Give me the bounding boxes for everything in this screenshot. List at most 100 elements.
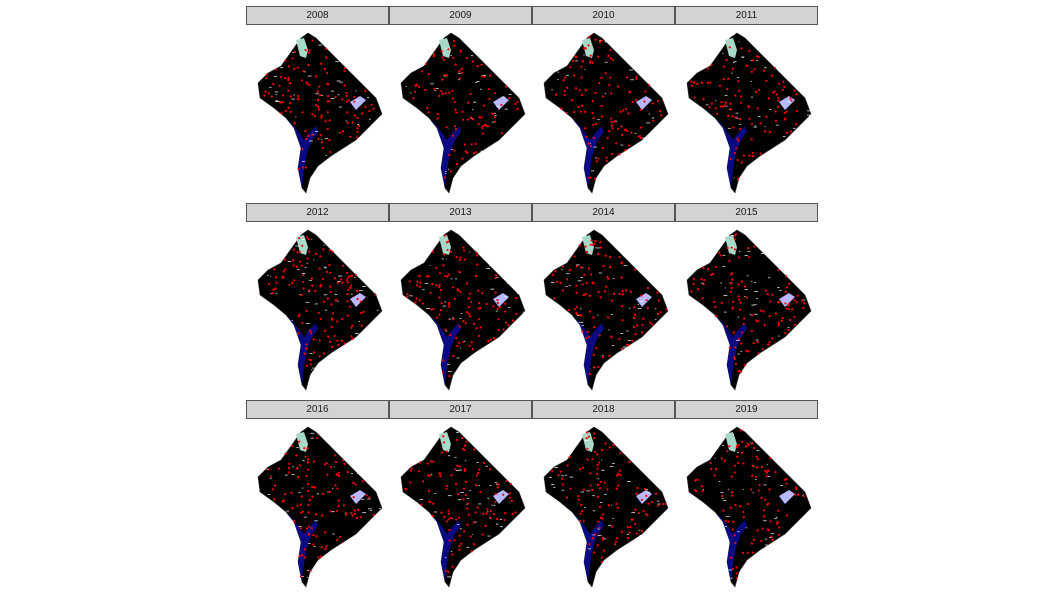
street-segment: [586, 47, 589, 49]
incident-point: [800, 299, 804, 302]
incident-point: [583, 273, 586, 276]
incident-point: [317, 556, 320, 559]
incident-point: [656, 312, 660, 316]
incident-point: [747, 247, 750, 250]
incident-point: [733, 534, 736, 537]
incident-point: [575, 265, 579, 268]
incident-point: [338, 131, 341, 134]
incident-point: [730, 272, 734, 275]
incident-point: [299, 575, 302, 578]
incident-point: [419, 461, 422, 464]
incident-point: [621, 347, 625, 350]
incident-point: [284, 77, 287, 80]
incident-point: [448, 91, 451, 94]
incident-point: [591, 457, 594, 461]
federal-land-area: [350, 490, 366, 504]
incident-point: [467, 312, 471, 315]
incident-point: [455, 255, 458, 259]
incident-point: [319, 134, 322, 137]
incident-point: [274, 276, 278, 279]
street-segment: [737, 316, 739, 318]
incident-point: [320, 514, 324, 517]
incident-point: [458, 341, 461, 345]
incident-point: [301, 510, 305, 513]
incident-point: [467, 297, 470, 300]
street-segment: [593, 146, 597, 148]
incident-point: [752, 538, 755, 542]
incident-point: [593, 437, 596, 440]
incident-point: [702, 267, 705, 270]
street-segment: [494, 482, 498, 484]
street-segment: [619, 153, 623, 155]
incident-point: [451, 565, 454, 568]
incident-point: [303, 352, 306, 355]
incident-point: [763, 323, 766, 327]
street-segment: [448, 318, 452, 320]
incident-point: [753, 245, 756, 248]
street-segment: [308, 543, 311, 544]
incident-point: [456, 344, 459, 348]
street-segment: [597, 528, 600, 530]
street-segment: [450, 55, 453, 57]
incident-point: [750, 70, 753, 73]
incident-point: [734, 346, 737, 349]
street-segment: [622, 346, 627, 348]
incident-point: [730, 246, 733, 249]
incident-point: [696, 478, 699, 481]
river: [286, 512, 318, 582]
street-segment: [623, 264, 628, 266]
street-segment: [466, 498, 470, 499]
incident-point: [591, 61, 594, 64]
street-segment: [604, 93, 607, 94]
incident-point: [438, 313, 441, 316]
incident-point: [293, 279, 296, 282]
incident-point: [741, 331, 744, 334]
street-segment: [757, 116, 761, 117]
incident-point: [640, 294, 643, 297]
incident-point: [341, 130, 345, 133]
facet-panel-2019: 2019: [675, 400, 818, 597]
incident-point: [267, 92, 270, 95]
incident-point: [345, 94, 348, 97]
incident-point: [297, 98, 300, 101]
incident-point: [272, 288, 275, 291]
incident-point: [752, 342, 755, 345]
street-segment: [626, 533, 630, 535]
incident-point: [739, 117, 742, 120]
incident-point: [627, 536, 630, 539]
street-segment: [313, 546, 316, 547]
incident-point: [302, 280, 305, 284]
street-segment: [744, 255, 748, 256]
incident-point: [719, 105, 722, 108]
street-segment: [456, 470, 460, 471]
incident-point: [727, 114, 730, 117]
street-segment: [768, 537, 773, 538]
incident-point: [354, 483, 357, 486]
street-segment: [787, 101, 790, 103]
incident-point: [584, 47, 588, 50]
incident-point: [586, 447, 589, 450]
incident-point: [273, 498, 276, 501]
incident-point: [642, 317, 645, 320]
incident-point: [597, 252, 600, 256]
incident-point: [482, 104, 485, 107]
incident-point: [287, 76, 290, 80]
street-segment: [472, 533, 474, 535]
street-segment: [314, 303, 318, 305]
incident-point: [335, 299, 338, 302]
incident-point: [566, 464, 569, 467]
incident-point: [579, 110, 583, 113]
incident-point: [287, 106, 290, 109]
incident-point: [326, 297, 329, 300]
incident-point: [438, 472, 441, 475]
street-segment: [308, 140, 313, 142]
incident-point: [418, 285, 421, 288]
incident-point: [298, 260, 301, 263]
incident-point: [554, 270, 557, 273]
street-segment: [802, 494, 805, 496]
street-segment: [754, 291, 759, 292]
incident-point: [627, 112, 630, 115]
street-segment: [316, 493, 320, 495]
street-segment: [357, 473, 360, 475]
incident-point: [610, 117, 613, 120]
